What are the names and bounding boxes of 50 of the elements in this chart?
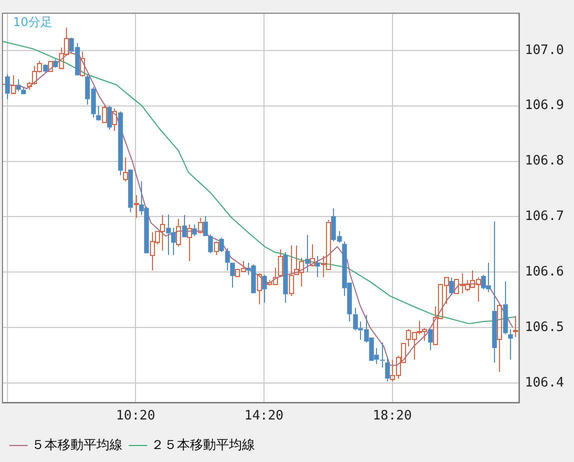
candlestick xyxy=(11,74,16,94)
candlestick xyxy=(192,224,197,237)
x-tick-label: 18:20 xyxy=(372,408,412,424)
candlestick xyxy=(187,224,192,262)
candlestick xyxy=(262,274,267,304)
candlestick xyxy=(310,244,315,268)
candlestick xyxy=(134,194,139,218)
candlestick xyxy=(118,110,123,176)
candlestick xyxy=(123,156,128,182)
candlestick xyxy=(182,214,187,238)
candlestick xyxy=(305,234,310,273)
candlestick xyxy=(230,262,235,288)
y-tick-label: 106.7 xyxy=(524,209,564,224)
y-tick-label: 107.0 xyxy=(524,42,564,58)
candlestick xyxy=(96,105,101,120)
candlestick xyxy=(315,256,320,278)
candlestick xyxy=(283,252,288,304)
candlestick xyxy=(497,304,502,372)
y-tick-label: 106.6 xyxy=(524,264,564,280)
y-tick-label: 106.9 xyxy=(524,98,564,114)
candlestick xyxy=(208,234,213,254)
y-tick-label: 106.8 xyxy=(524,154,564,169)
candlestick xyxy=(225,248,230,271)
y-tick-label: 106.4 xyxy=(524,375,564,390)
x-tick-label: 14:20 xyxy=(244,408,284,424)
candlestick xyxy=(176,218,181,248)
legend-label: ２５本移動平均線 xyxy=(151,438,255,453)
candlestick xyxy=(203,216,208,236)
candlestick xyxy=(380,342,385,368)
candlestick xyxy=(513,315,518,338)
candlestick xyxy=(16,78,21,92)
candlestick xyxy=(5,74,10,100)
chart-title: 10分足 xyxy=(13,14,52,29)
candlestick xyxy=(112,108,117,132)
candlestick xyxy=(385,356,390,382)
candlestick xyxy=(128,170,133,213)
candlestick xyxy=(43,64,48,74)
candlestick xyxy=(428,329,433,351)
candlestick xyxy=(503,281,508,335)
legend-label: ５本移動平均線 xyxy=(32,438,122,453)
candlestick xyxy=(449,277,454,296)
y-tick-label: 106.5 xyxy=(524,320,564,335)
candlestick xyxy=(289,245,294,296)
x-tick-label: 10:20 xyxy=(116,408,156,424)
candlestick xyxy=(492,221,497,363)
candlestick xyxy=(508,328,513,360)
candlestick xyxy=(80,50,85,77)
candlestick xyxy=(257,272,262,305)
candlestick xyxy=(107,105,112,130)
candlestick xyxy=(21,86,26,94)
